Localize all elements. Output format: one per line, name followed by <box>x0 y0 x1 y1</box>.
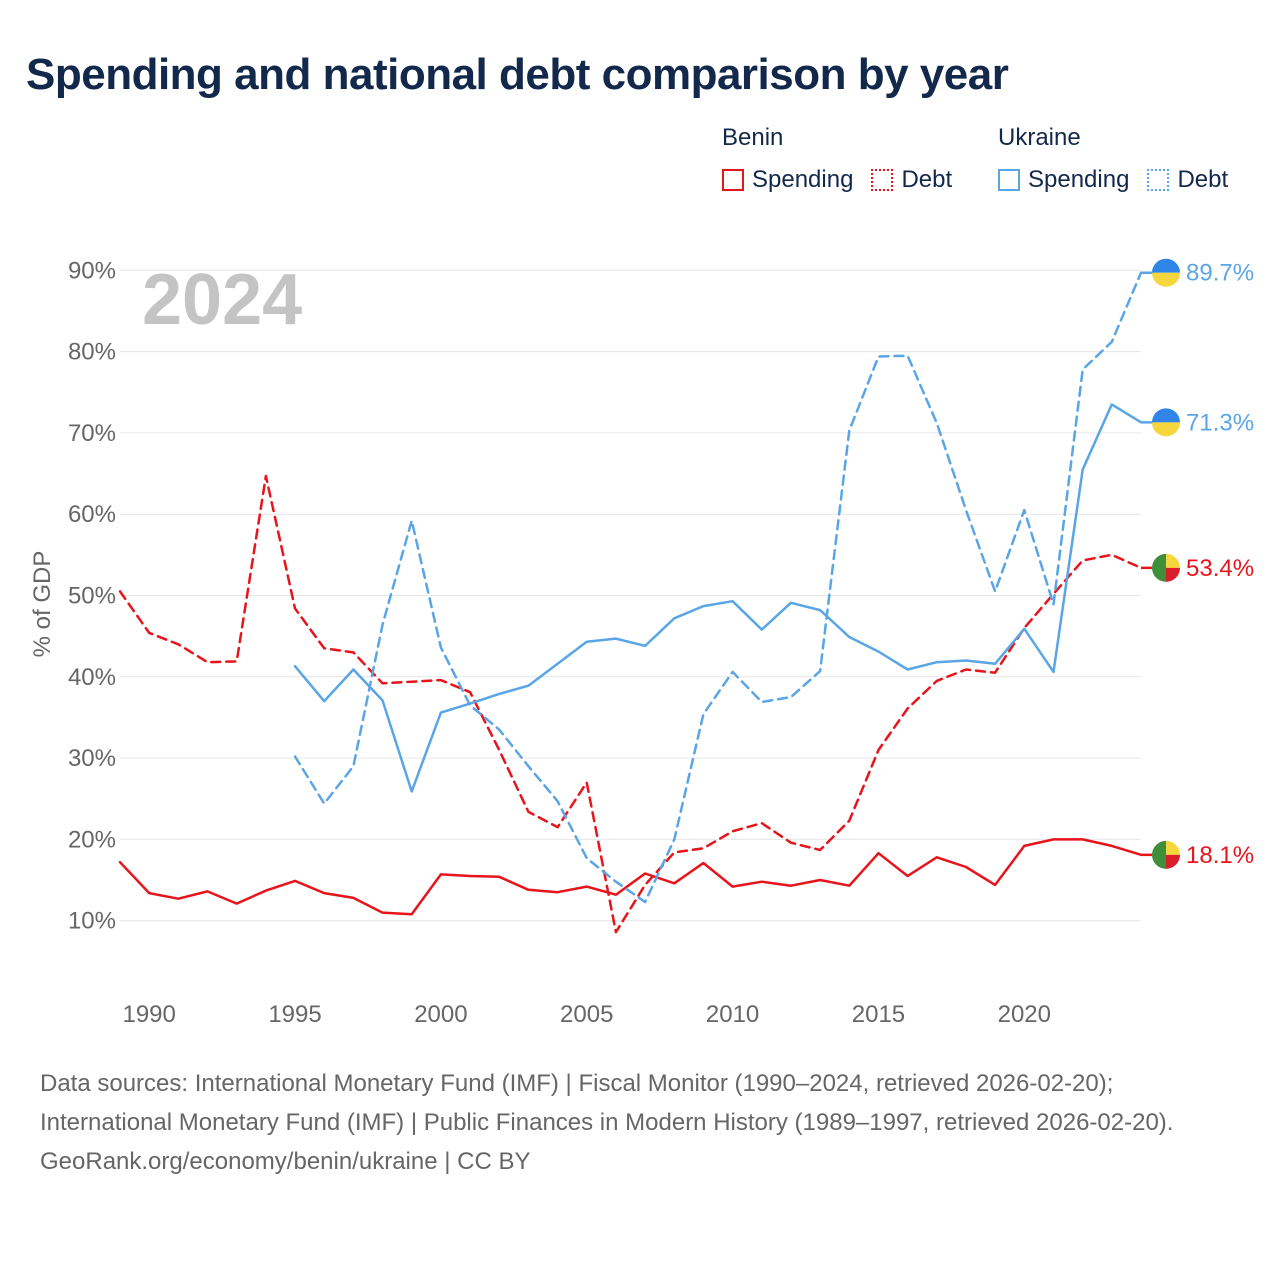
y-tick-label: 80% <box>68 339 116 366</box>
legend-group-name: Ukraine <box>998 124 1081 151</box>
y-tick-label: 50% <box>68 583 116 610</box>
attribution: GeoRank.org/economy/benin/ukraine | CC B… <box>40 1148 531 1175</box>
legend-group-benin: Benin Spending Debt <box>722 124 970 194</box>
end-value-label: 89.7% <box>1186 260 1254 287</box>
flag-bottom-yellow <box>1152 272 1181 287</box>
ukraine-flag-icon <box>1152 408 1181 437</box>
y-tick-label: 20% <box>68 826 116 853</box>
y-tick-label: 40% <box>68 664 116 691</box>
series-line-ukraine-spending <box>293 403 1143 793</box>
data-sources: Data sources: International Monetary Fun… <box>40 1070 1174 1136</box>
y-tick-label: 60% <box>68 501 116 528</box>
footer: Data sources: International Monetary Fun… <box>40 1064 1240 1181</box>
legend-item-ukraine-debt[interactable]: Debt <box>1147 166 1228 194</box>
flag-bottom-yellow <box>1152 422 1181 437</box>
legend-swatch-dotted <box>1147 169 1170 191</box>
x-tick-label: 1995 <box>268 1001 321 1028</box>
flag-left-green <box>1152 840 1166 869</box>
series-end-labels: 18.1% 53.4% 71.3% 89.7% <box>1141 258 1254 869</box>
series-line-benin-debt <box>118 474 1143 934</box>
gridlines <box>120 269 1141 922</box>
y-tick-label: 90% <box>68 257 116 284</box>
y-axis-ticks: 10% 20% 30% 40% 50% 60% 70% 80% 90% <box>68 257 116 934</box>
flag-bottom-red <box>1166 567 1180 582</box>
flag-bottom-red <box>1166 854 1180 869</box>
x-tick-label: 2000 <box>414 1001 467 1028</box>
x-tick-label: 2020 <box>998 1001 1051 1028</box>
legend-swatch-solid <box>998 169 1020 191</box>
benin-flag-icon <box>1152 840 1181 869</box>
legend-label: Debt <box>1177 166 1229 193</box>
chart-title: Spending and national debt comparison by… <box>26 50 1009 99</box>
benin-flag-icon <box>1152 553 1181 582</box>
legend-item-benin-debt[interactable]: Debt <box>871 166 952 194</box>
x-tick-label: 1990 <box>122 1001 175 1028</box>
ukraine-flag-icon <box>1152 258 1181 287</box>
legend-swatch-solid <box>722 169 744 191</box>
end-value-label: 53.4% <box>1186 555 1254 582</box>
flag-top-blue <box>1152 258 1181 273</box>
y-tick-label: 30% <box>68 745 116 772</box>
y-tick-label: 10% <box>68 908 116 935</box>
line-chart: 10% 20% 30% 40% 50% 60% 70% 80% 90% 1990 1995 2000… <box>29 257 1254 1028</box>
legend-label: Debt <box>901 166 953 193</box>
legend-group-ukraine: Ukraine Spending Debt <box>998 124 1246 194</box>
x-axis-ticks: 1990 1995 2000 2005 2010 2015 2020 <box>122 1001 1051 1028</box>
series-lines <box>118 271 1143 934</box>
end-value-label: 18.1% <box>1186 842 1254 869</box>
legend-swatch-dotted <box>871 169 894 191</box>
series-line-benin-spending <box>118 838 1143 916</box>
x-tick-label: 2010 <box>706 1001 759 1028</box>
flag-left-green <box>1152 553 1166 582</box>
legend-item-benin-spending[interactable]: Spending <box>722 166 853 194</box>
flag-top-blue <box>1152 408 1181 423</box>
legend-label: Spending <box>752 166 854 193</box>
y-axis-label: % of GDP <box>29 551 56 658</box>
legend-label: Spending <box>1028 166 1130 193</box>
legend-group-name: Benin <box>722 124 784 151</box>
y-tick-label: 70% <box>68 420 116 447</box>
legend-item-ukraine-spending[interactable]: Spending <box>998 166 1129 194</box>
x-tick-label: 2015 <box>852 1001 905 1028</box>
end-value-label: 71.3% <box>1186 409 1254 436</box>
x-tick-label: 2005 <box>560 1001 613 1028</box>
flag-top-yellow <box>1166 840 1181 855</box>
flag-top-yellow <box>1166 553 1181 568</box>
series-line-ukraine-debt <box>293 271 1143 904</box>
year-watermark: 2024 <box>142 260 302 340</box>
